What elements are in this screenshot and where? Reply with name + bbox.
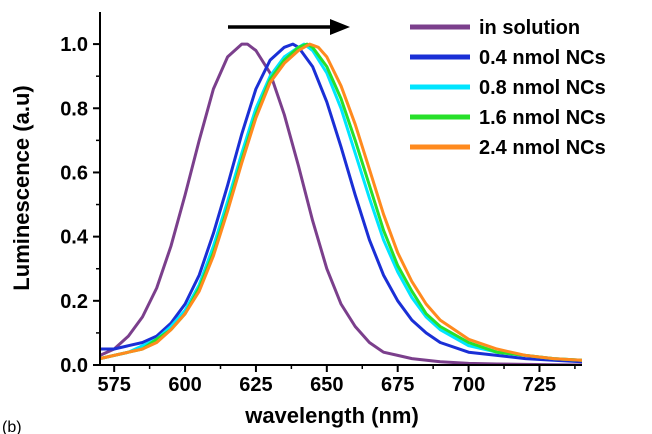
x-tick-label: 725 [523, 374, 556, 396]
panel-label: (b) [2, 419, 22, 434]
y-tick-label: 0.0 [60, 355, 88, 377]
legend-label-5: 2.4 nmol NCs [479, 137, 606, 159]
x-tick-label: 600 [168, 374, 201, 396]
series-line-5 [100, 42, 582, 362]
axes-layer [99, 12, 582, 366]
legend: in solution 0.4 nmol NCs 0.8 nmol NCs 1.6 n… [410, 17, 606, 159]
x-tick-label: 675 [381, 374, 414, 396]
series-layer [100, 42, 582, 365]
y-tick-label: 0.8 [60, 98, 88, 120]
legend-label-4: 1.6 nmol NCs [479, 107, 606, 129]
series-line-1 [100, 42, 582, 365]
legend-label-1: in solution [479, 17, 580, 39]
x-axis-title: wavelength (nm) [244, 403, 419, 428]
legend-label-2: 0.4 nmol NCs [479, 47, 606, 69]
x-tick-label: 575 [97, 374, 130, 396]
y-axis-title: Luminescence (a.u) [9, 85, 34, 290]
y-tick-label: 0.4 [60, 227, 89, 249]
shift-arrow [228, 19, 350, 35]
legend-label-3: 0.8 nmol NCs [479, 77, 606, 99]
x-tick-label: 700 [452, 374, 485, 396]
shift-arrow-head [330, 19, 350, 35]
x-tick-label: 625 [239, 374, 272, 396]
y-tick-label: 0.2 [60, 291, 88, 313]
y-tick-label: 1.0 [60, 34, 88, 56]
ticks-layer: 575 600 625 650 675 700 725 0.0 0.2 0.4 0.6 0.8 1.0 [60, 34, 576, 396]
y-tick-label: 0.6 [60, 162, 88, 184]
x-tick-label: 650 [310, 374, 343, 396]
